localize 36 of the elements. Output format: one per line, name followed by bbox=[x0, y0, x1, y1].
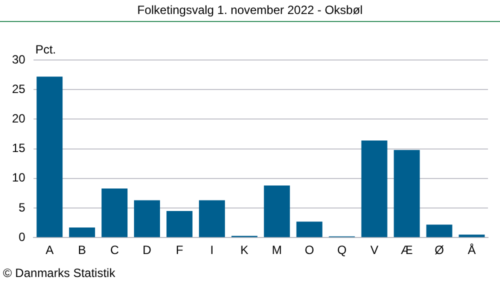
x-tick-label: Æ bbox=[400, 243, 413, 258]
y-tick-label: 25 bbox=[12, 82, 26, 96]
bar bbox=[134, 200, 160, 238]
bar bbox=[296, 222, 322, 238]
bar bbox=[102, 188, 128, 238]
x-tick-label: D bbox=[142, 243, 152, 258]
bar bbox=[198, 200, 225, 238]
x-tick-label: F bbox=[176, 243, 184, 258]
x-tick-label: Q bbox=[337, 243, 347, 258]
bar bbox=[458, 234, 485, 238]
y-tick-label: 10 bbox=[12, 170, 26, 185]
y-axis-title: Pct. bbox=[35, 42, 56, 56]
bar bbox=[394, 150, 420, 238]
x-tick-label: C bbox=[110, 243, 120, 258]
y-tick-label: 30 bbox=[12, 52, 26, 66]
text: © Danmarks Statistik bbox=[2, 265, 116, 282]
y-tick-label: 0 bbox=[18, 230, 26, 244]
x-tick-label: V bbox=[370, 243, 378, 258]
bar bbox=[36, 76, 63, 238]
bar bbox=[361, 140, 388, 238]
bar bbox=[166, 210, 192, 238]
bar bbox=[264, 186, 290, 238]
x-tick-label: O bbox=[304, 243, 314, 258]
chart-title: Folketingsvalg 1. november 2022 - Oksbøl bbox=[0, 0, 500, 22]
x-tick-label: I bbox=[210, 243, 214, 258]
bar bbox=[69, 228, 96, 238]
x-tick-label: Å bbox=[468, 243, 476, 258]
bar bbox=[426, 224, 452, 238]
x-tick-label: Ø bbox=[434, 243, 444, 258]
y-tick-label: 20 bbox=[12, 112, 26, 126]
y-tick-label: 15 bbox=[12, 141, 26, 156]
x-tick-label: M bbox=[272, 243, 282, 258]
x-tick-label: A bbox=[46, 243, 54, 258]
y-tick-label: 5 bbox=[18, 200, 26, 214]
x-tick-label: K bbox=[240, 243, 248, 258]
x-tick-label: B bbox=[78, 243, 86, 258]
